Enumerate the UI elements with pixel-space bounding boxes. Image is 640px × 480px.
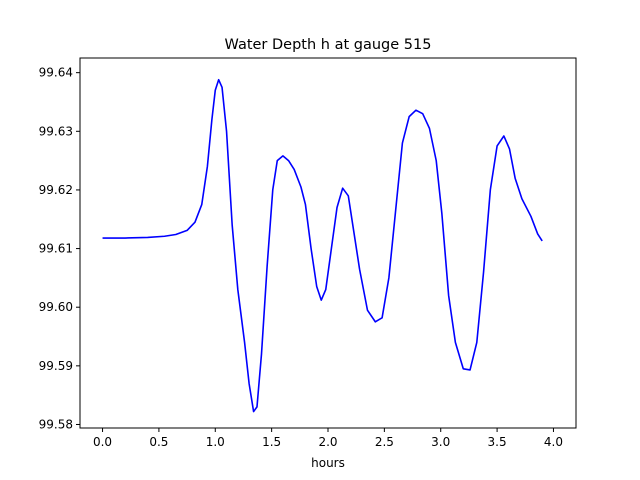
y-axis: 99.58 99.59 99.60 99.61 99.62 99.63 99.64: [39, 66, 80, 431]
x-tick-label: 0.0: [93, 435, 112, 449]
x-tick-label: 4.0: [544, 435, 563, 449]
series-line: [102, 78, 543, 413]
x-tick-label: 1.5: [262, 435, 281, 449]
x-tick-label: 3.5: [488, 435, 507, 449]
x-tick-label: 0.5: [149, 435, 168, 449]
x-tick-label: 3.0: [431, 435, 450, 449]
y-tick-label: 99.62: [39, 183, 73, 197]
x-axis: 0.0 0.5 1.0 1.5 2.0 2.5 3.0 3.5 4.0: [93, 428, 563, 449]
y-tick-label: 99.59: [39, 359, 73, 373]
y-tick-label: 99.60: [39, 300, 73, 314]
y-tick-label: 99.64: [39, 66, 73, 80]
chart-title: Water Depth h at gauge 515: [225, 37, 432, 53]
x-axis-label: hours: [311, 456, 345, 470]
y-tick-label: 99.58: [39, 417, 73, 431]
x-tick-label: 2.0: [318, 435, 337, 449]
y-tick-label: 99.63: [39, 124, 73, 138]
x-tick-label: 2.5: [375, 435, 394, 449]
x-tick-label: 1.0: [206, 435, 225, 449]
y-tick-label: 99.61: [39, 242, 73, 256]
